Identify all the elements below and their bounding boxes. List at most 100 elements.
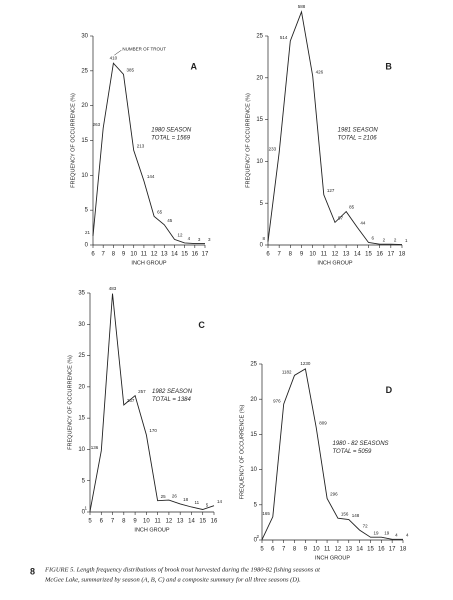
x-tick-label: 12 (332, 252, 339, 258)
count-label: 85 (349, 205, 355, 210)
y-tick-label: 10 (256, 159, 263, 165)
x-tick-label: 10 (130, 252, 137, 258)
x-tick-label: 16 (378, 547, 385, 553)
x-tick-label: 11 (155, 519, 162, 525)
count-label: 144 (147, 174, 155, 179)
count-label: 6 (372, 236, 375, 241)
season-text: TOTAL = 1569 (151, 136, 191, 142)
page-number: 8 (30, 566, 35, 576)
count-label: 1182 (282, 369, 292, 374)
count-label: 4 (406, 532, 409, 537)
count-label: 19 (373, 530, 379, 535)
count-label: 257 (138, 389, 146, 394)
y-tick-label: 5 (260, 201, 264, 207)
y-tick-label: 35 (78, 291, 85, 297)
x-tick-label: 10 (313, 547, 320, 553)
y-tick-label: 20 (250, 397, 257, 403)
caption-line: McGee Lake, summarized by season (A, B, … (44, 576, 301, 583)
y-tick-label: 0 (82, 510, 86, 516)
x-tick-label: 15 (367, 547, 374, 553)
season-text: TOTAL = 1384 (152, 397, 192, 403)
season-text: 1980 SEASON (151, 128, 192, 134)
count-label: 165 (262, 511, 270, 516)
x-tick-label: 13 (161, 252, 168, 258)
count-label: 3 (198, 237, 201, 242)
count-label: 26 (172, 493, 178, 498)
count-label: 11 (194, 500, 199, 505)
x-tick-label: 5 (260, 547, 264, 553)
y-axis-label: FREQUENCY OF OCCURRENCE (%) (70, 93, 76, 188)
y-tick-label: 25 (81, 68, 88, 74)
x-tick-label: 14 (188, 519, 195, 525)
season-text: TOTAL = 2106 (338, 136, 378, 142)
count-label: 18 (183, 497, 189, 502)
x-tick-label: 6 (266, 252, 270, 258)
x-axis-label: INCH GROUP (134, 527, 169, 533)
y-tick-label: 10 (250, 467, 257, 473)
x-tick-label: 18 (400, 547, 407, 553)
panel-letter: B (385, 62, 392, 72)
x-tick-label: 9 (300, 252, 304, 258)
x-tick-label: 12 (166, 519, 173, 525)
data-line (267, 10, 403, 246)
y-tick-label: 20 (256, 75, 263, 81)
x-tick-label: 9 (133, 519, 137, 525)
count-label: 25 (161, 494, 167, 499)
count-label: 3 (208, 237, 211, 242)
x-tick-label: 13 (345, 547, 352, 553)
count-label: 263 (93, 122, 101, 127)
x-tick-label: 17 (387, 252, 394, 258)
season-text: TOTAL = 5059 (333, 449, 373, 455)
count-label: 483 (109, 286, 117, 291)
x-tick-label: 16 (376, 252, 383, 258)
x-tick-label: 7 (277, 252, 281, 258)
count-label: 2 (383, 237, 386, 242)
x-tick-label: 11 (321, 252, 328, 258)
season-text: 1982 SEASON (152, 389, 193, 395)
x-tick-label: 15 (199, 519, 206, 525)
x-tick-label: 13 (343, 252, 350, 258)
count-label: 426 (316, 69, 324, 74)
count-label: 170 (149, 428, 157, 433)
y-tick-label: 20 (81, 103, 88, 109)
count-label: 5 (206, 503, 209, 508)
x-tick-label: 6 (91, 252, 95, 258)
x-tick-label: 6 (100, 519, 104, 525)
count-label: 19 (384, 530, 390, 535)
y-tick-label: 0 (254, 538, 258, 544)
y-tick-label: 15 (78, 416, 85, 422)
y-axis-label: FREQUENCY OF OCCURRENCE (%) (239, 405, 245, 500)
x-axis-label: INCH GROUP (315, 555, 350, 561)
count-label: 127 (327, 188, 335, 193)
x-tick-label: 7 (111, 519, 115, 525)
data-line (261, 368, 403, 540)
count-label: 1 (84, 506, 87, 511)
annotation: NUMBER OF TROUT (122, 46, 166, 51)
x-tick-label: 14 (354, 252, 361, 258)
data-line (89, 293, 215, 512)
y-tick-label: 30 (81, 34, 88, 40)
y-tick-label: 0 (260, 243, 264, 249)
y-tick-label: 0 (85, 243, 89, 249)
x-tick-label: 8 (122, 519, 126, 525)
y-tick-label: 5 (85, 208, 89, 214)
count-label: 44 (360, 221, 366, 226)
y-tick-label: 10 (81, 173, 88, 179)
x-tick-label: 17 (202, 252, 209, 258)
count-label: 72 (363, 523, 369, 528)
x-tick-label: 14 (356, 547, 363, 553)
x-tick-label: 12 (335, 547, 342, 553)
x-tick-label: 17 (389, 547, 396, 553)
y-tick-label: 30 (78, 322, 85, 328)
count-label: 1230 (300, 361, 311, 366)
count-label: 21 (85, 230, 91, 235)
x-tick-label: 8 (289, 252, 293, 258)
x-tick-label: 16 (211, 519, 218, 525)
x-tick-label: 11 (141, 252, 148, 258)
count-label: 4 (395, 532, 398, 537)
y-axis-label: FREQUENCY OF OCCURRENCE (%) (67, 355, 73, 450)
x-tick-label: 9 (122, 252, 126, 258)
count-label: 410 (110, 55, 118, 60)
x-tick-label: 10 (309, 252, 316, 258)
